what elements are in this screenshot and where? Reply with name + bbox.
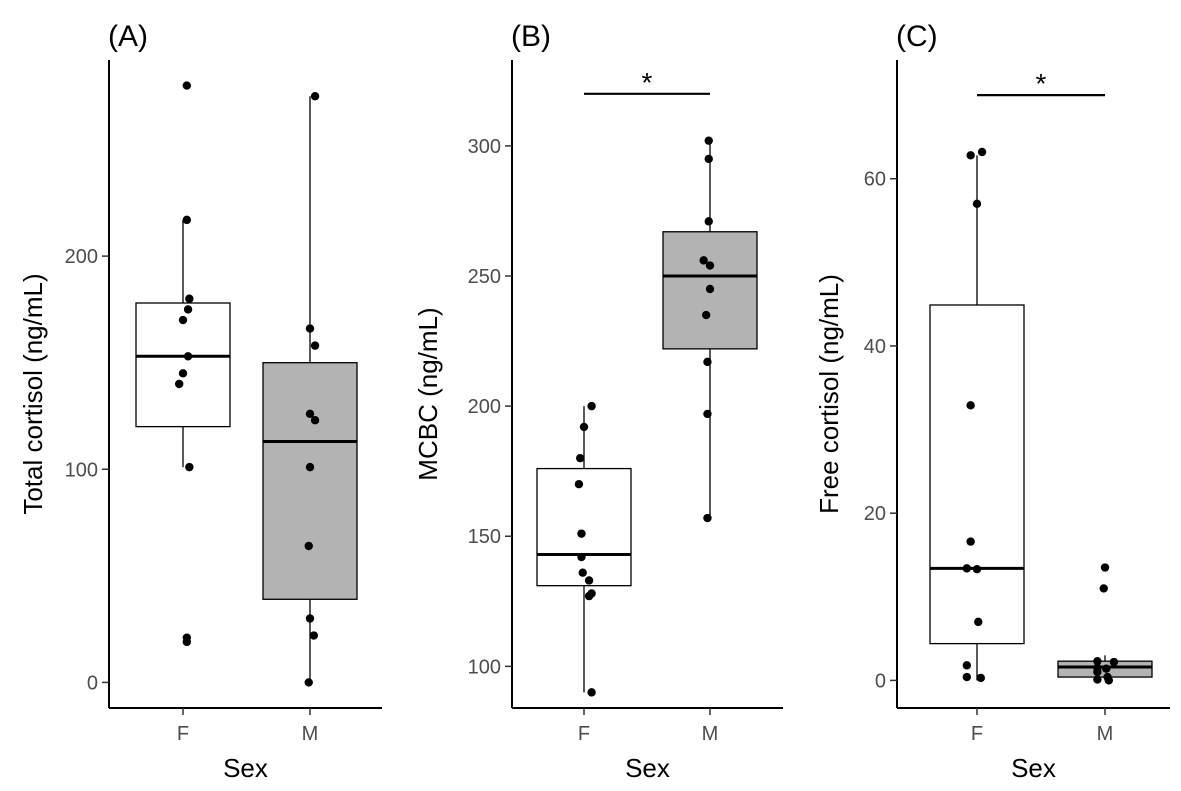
data-point <box>587 401 596 411</box>
data-point <box>1099 584 1108 593</box>
data-point <box>584 576 594 585</box>
data-point <box>703 357 712 367</box>
data-point <box>1093 656 1102 666</box>
data-point <box>579 422 589 432</box>
y-tick-label: 300 <box>468 136 501 158</box>
data-point <box>305 462 315 472</box>
data-point <box>976 673 986 683</box>
data-point <box>1100 563 1110 572</box>
x-tick-label: M <box>302 723 319 745</box>
y-axis-title: MCBC (ng/mL) <box>413 307 443 480</box>
data-point <box>705 261 715 270</box>
data-point <box>704 217 713 226</box>
data-point <box>305 324 315 333</box>
y-tick-label: 200 <box>65 246 98 268</box>
data-point <box>1109 657 1119 667</box>
data-point <box>962 661 972 670</box>
data-point <box>577 552 586 562</box>
panel-title: (B) <box>511 20 551 53</box>
data-point <box>704 154 713 164</box>
y-axis-title: Free cortisol (ng/mL) <box>814 274 844 514</box>
data-point <box>174 379 184 389</box>
y-axis-title: Total cortisol (ng/mL) <box>18 273 48 514</box>
data-point <box>310 416 320 425</box>
data-point <box>304 541 313 551</box>
data-point <box>699 256 708 265</box>
y-tick-label: 200 <box>468 396 501 418</box>
data-point <box>587 688 596 697</box>
significance-label: * <box>642 67 653 98</box>
y-tick-label: 40 <box>864 336 886 358</box>
x-tick-label: M <box>702 723 719 745</box>
data-point <box>1104 676 1114 685</box>
data-point <box>1093 675 1102 684</box>
x-axis-title: Sex <box>1011 753 1056 783</box>
data-point <box>703 409 712 419</box>
data-point <box>966 401 975 410</box>
data-point <box>575 453 585 463</box>
data-point <box>182 637 192 647</box>
data-point <box>977 147 987 157</box>
panel-fm-2: (C) 0 20 40 60 F M Sex Free cortisol (ng/mL) * <box>814 20 1170 783</box>
data-point <box>705 284 715 294</box>
y-tick-label: 0 <box>875 670 886 692</box>
data-point <box>972 199 982 209</box>
x-tick-label: F <box>971 723 983 745</box>
data-point <box>1093 667 1102 677</box>
data-point <box>574 479 584 489</box>
data-point <box>182 215 192 225</box>
x-tick-label: F <box>177 723 189 745</box>
data-point <box>178 369 188 378</box>
data-point <box>309 631 319 640</box>
box-f <box>536 467 632 587</box>
y-tick-label: 250 <box>468 266 501 288</box>
y-tick-label: 100 <box>468 656 501 678</box>
data-point <box>577 529 586 538</box>
data-point <box>966 537 975 546</box>
y-tick-label: 20 <box>864 503 886 525</box>
y-tick-label: 100 <box>65 459 98 481</box>
y-tick-label: 60 <box>864 169 886 191</box>
x-tick-label: F <box>578 723 590 745</box>
data-point <box>183 352 193 361</box>
data-point <box>182 81 192 90</box>
panel-title: (C) <box>896 20 938 53</box>
panel-fm-1: (B) 100 150 200 250 300 F M Sex MCBC (ng/mL) * <box>413 20 783 783</box>
x-axis-title: Sex <box>223 753 268 783</box>
box-m <box>262 362 358 600</box>
data-point <box>310 92 320 101</box>
data-point <box>974 617 983 627</box>
data-point <box>584 591 594 601</box>
x-axis-title: Sex <box>625 753 670 783</box>
data-point <box>972 565 982 574</box>
data-point <box>704 136 713 145</box>
y-tick-label: 0 <box>87 672 98 694</box>
y-tick-label: 150 <box>468 526 501 548</box>
data-point <box>578 568 587 577</box>
data-point <box>178 315 188 325</box>
panel-fm-0: (A) 0 100 200 F M Sex Total cortisol (ng/mL) <box>18 20 382 783</box>
data-point <box>185 462 194 472</box>
data-point <box>183 305 193 314</box>
data-point <box>1102 664 1111 673</box>
data-point <box>701 310 711 320</box>
data-point <box>962 672 972 682</box>
significance-label: * <box>1036 68 1047 99</box>
data-point <box>305 614 315 623</box>
data-point <box>962 564 972 573</box>
data-point <box>703 513 712 523</box>
box-f <box>929 304 1025 645</box>
panel-title: (A) <box>108 20 148 53</box>
data-point <box>305 409 315 419</box>
data-point <box>304 678 313 687</box>
data-point <box>310 341 320 350</box>
data-point <box>966 151 975 160</box>
x-tick-label: M <box>1097 723 1114 745</box>
data-point <box>185 294 194 303</box>
